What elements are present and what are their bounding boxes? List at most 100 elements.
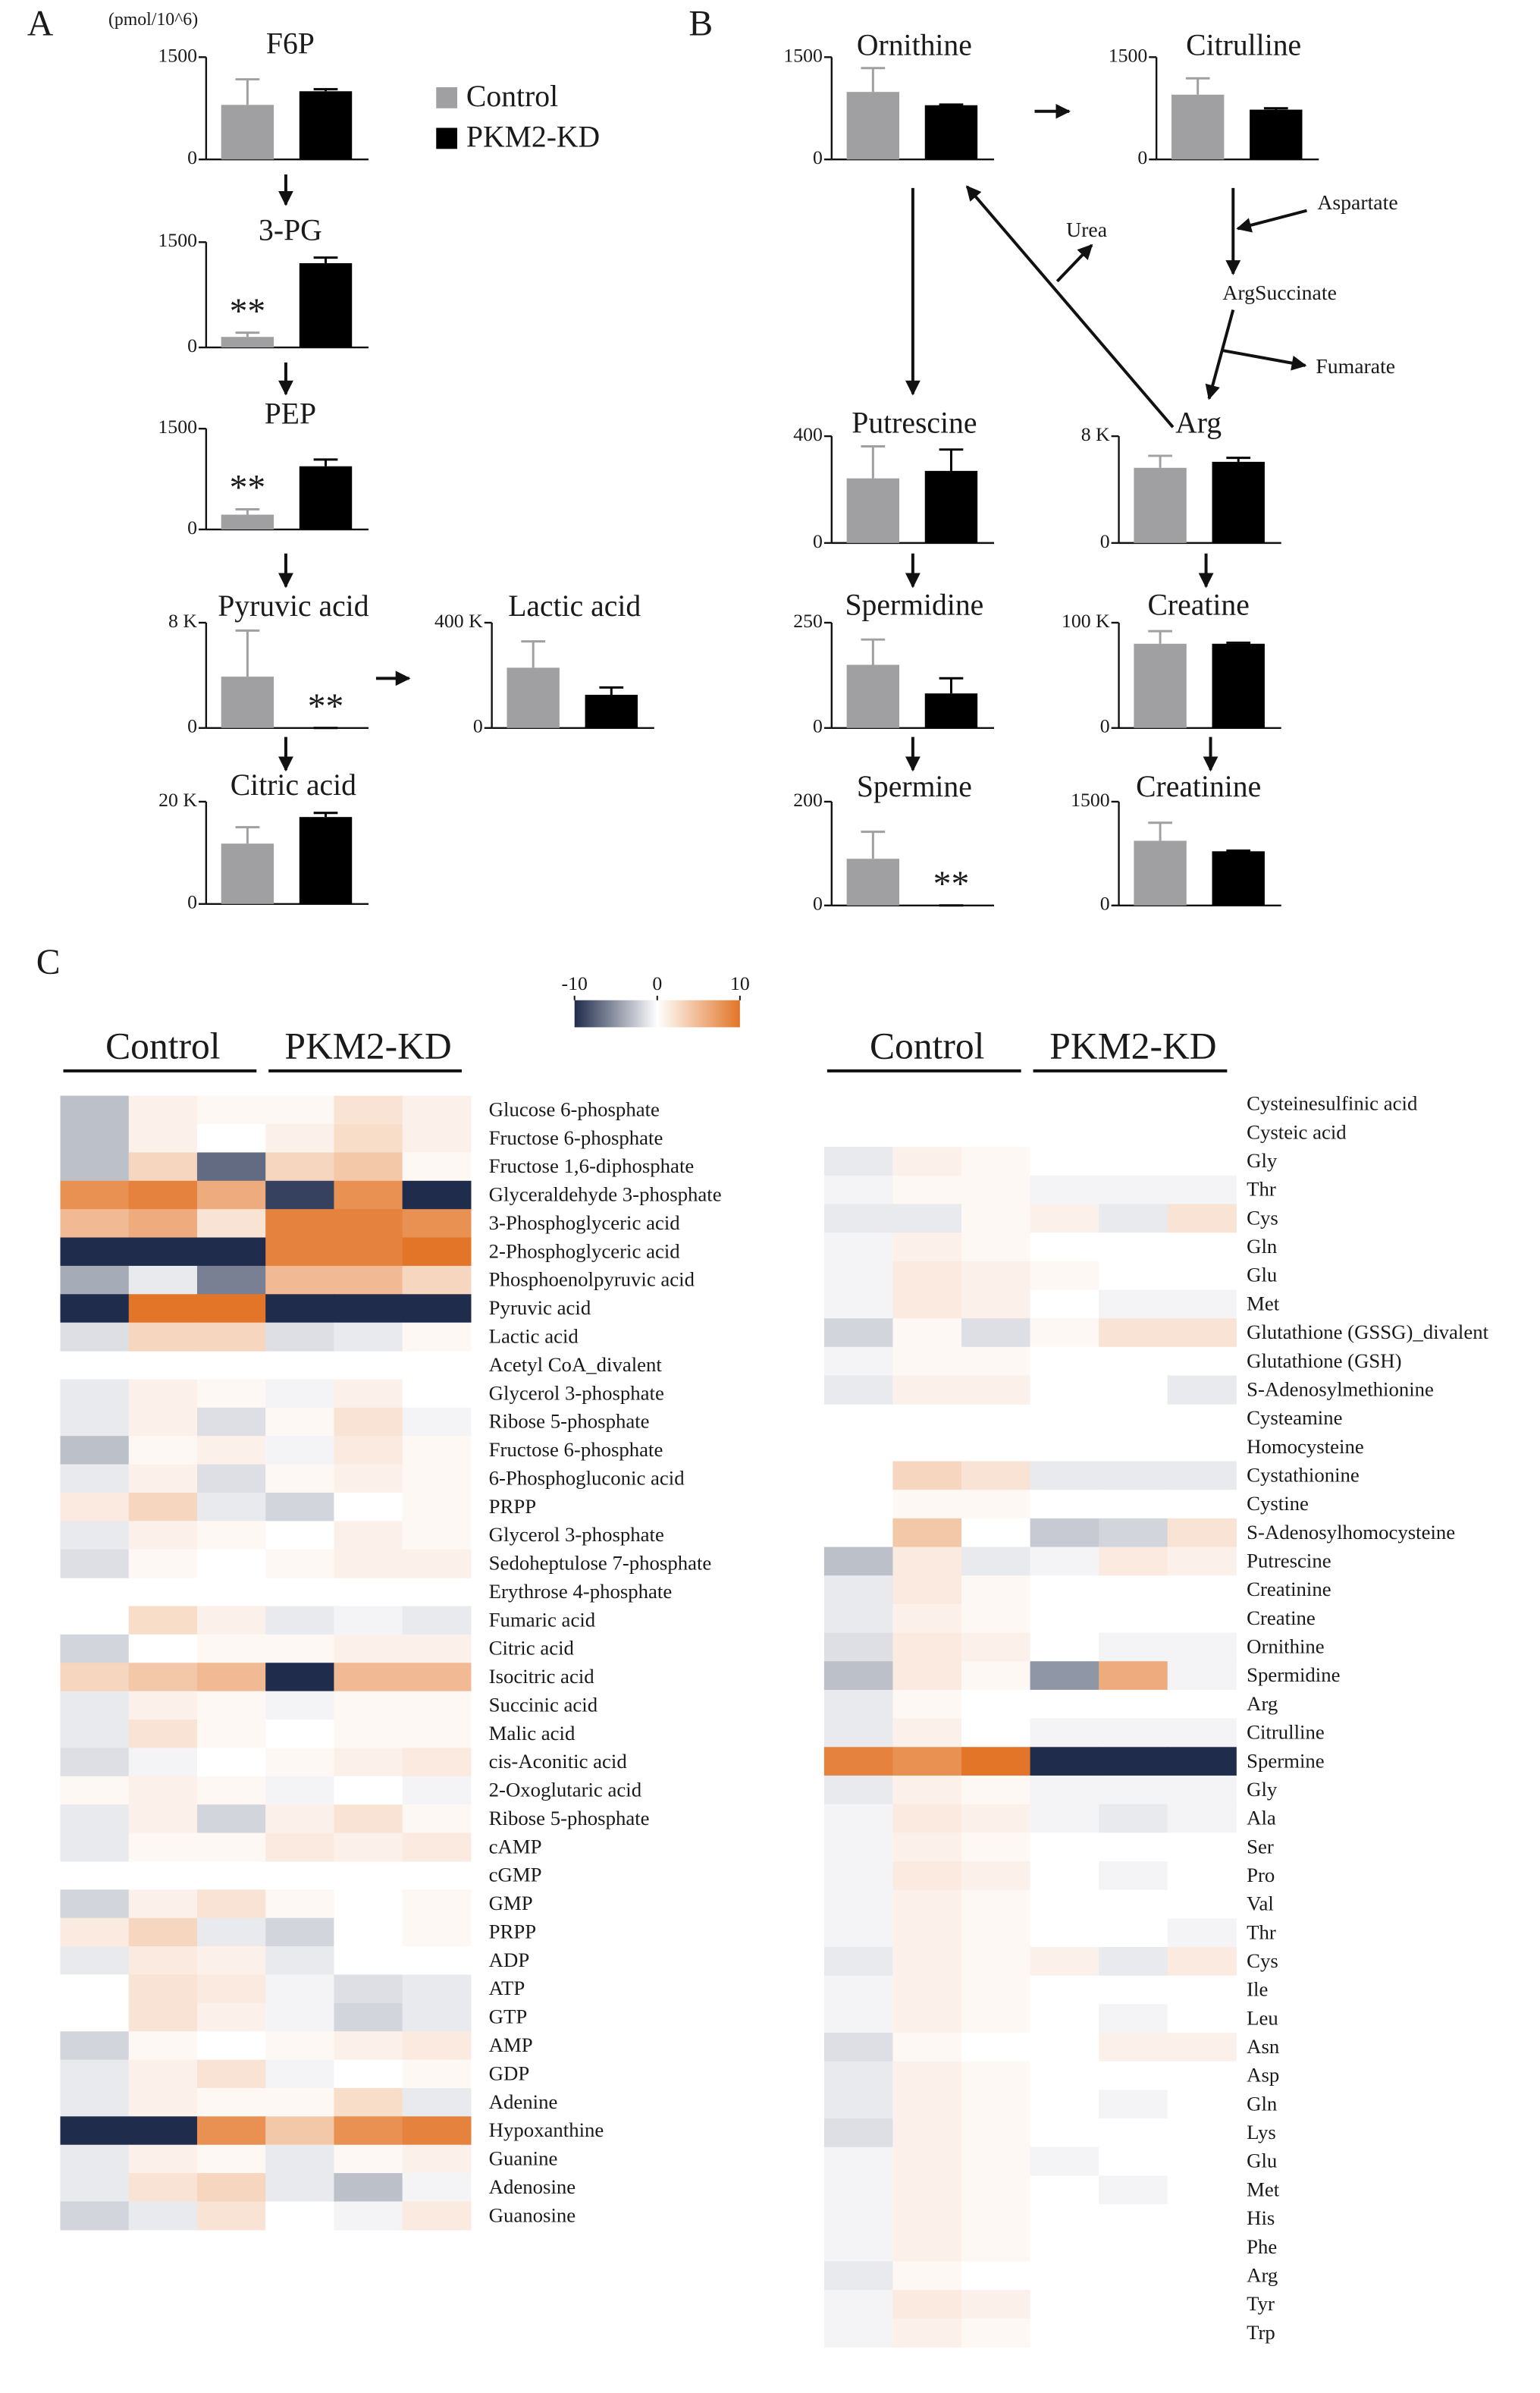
heatmap-cell [1030, 1204, 1099, 1233]
error-bar [1185, 77, 1210, 95]
heatmap-cell [1167, 1147, 1237, 1176]
row-label: S-Adenosylmethionine [1247, 1377, 1434, 1400]
heatmap-cell [1167, 1346, 1237, 1377]
heatmap-cell [128, 1691, 198, 1720]
row-label: Spermidine [1247, 1663, 1340, 1686]
heatmap-cell [892, 2204, 962, 2234]
heatmap-cell [961, 2232, 1031, 2263]
heatmap-cell [961, 2033, 1031, 2062]
heatmap-cell [1030, 2318, 1099, 2348]
heatmap-cell [334, 1095, 403, 1125]
bar [1212, 851, 1265, 906]
heatmap-cell [823, 2261, 894, 2291]
heatmap-cell [334, 1719, 403, 1748]
heatmap-cell [128, 2116, 198, 2146]
column-group-label: PKM2-KD [284, 1025, 451, 1067]
heatmap-cell [892, 1346, 962, 1377]
heatmap-cell [892, 2261, 962, 2291]
chart-title: Creatinine [1136, 770, 1261, 803]
heatmap-cell [1030, 1804, 1099, 1833]
heatmap-cell [892, 1947, 962, 1977]
heatmap-cell [265, 2116, 335, 2146]
heatmap-cell [1167, 1175, 1237, 1205]
heatmap-cell [402, 1124, 472, 1153]
heatmap-cell [892, 1518, 962, 1548]
heatmap-cell [265, 1237, 335, 1267]
heatmap-cell [265, 2144, 335, 2174]
heatmap-cell [265, 1974, 335, 2004]
bar [1134, 840, 1187, 906]
bar [221, 677, 274, 728]
row-label: Spermine [1247, 1749, 1325, 1772]
heatmap-cell [1099, 1233, 1168, 1262]
heatmap-cell [402, 1719, 472, 1748]
heatmap-cell [1099, 1375, 1168, 1405]
error-bar [313, 88, 338, 92]
bar [846, 664, 900, 728]
heatmap-cell [128, 1663, 198, 1692]
heatmap-cell [1099, 2318, 1168, 2348]
heatmap-cell [402, 1832, 472, 1862]
heatmap-cell [128, 1748, 198, 1777]
heatmap-cell [823, 2118, 894, 2148]
heatmap-cell [1030, 1632, 1099, 1662]
y-tick-label: 400 K [434, 610, 483, 632]
heatmap-cell [1099, 1261, 1168, 1291]
heatmap-cell [961, 1689, 1031, 1719]
row-label: Cysteinesulfinic acid [1247, 1092, 1418, 1115]
heatmap-cell [334, 1889, 403, 1919]
heatmap-cell [1167, 1518, 1237, 1548]
error-bar [1226, 641, 1251, 644]
column-group-label: Control [870, 1025, 984, 1067]
heatmap-cell [402, 1095, 472, 1125]
heatmap-cell [128, 1946, 198, 1976]
row-label: Ile [1247, 1978, 1268, 2001]
heatmap-cell [961, 2118, 1031, 2148]
heatmap-cell [1030, 1289, 1099, 1319]
heatmap-cell [892, 1461, 962, 1490]
heatmap-cell [402, 1606, 472, 1635]
heatmap-cell [1030, 1975, 1099, 2005]
heatmap-cell [892, 2232, 962, 2263]
heatmap-cell [1167, 2232, 1237, 2263]
heatmap-cell [1167, 1975, 1237, 2005]
heatmap-cell [1167, 1318, 1237, 1348]
bar [1134, 467, 1187, 543]
heatmap-cell [892, 1861, 962, 1891]
heatmap-cell [60, 1152, 130, 1182]
heatmap-cell [1167, 1718, 1237, 1748]
heatmap-cell [1167, 1461, 1237, 1490]
heatmap-cell [334, 2201, 403, 2231]
heatmap-cell [1030, 1947, 1099, 1977]
heatmap-cell [1099, 1804, 1168, 1833]
heatmap-cell [402, 1946, 472, 1976]
heatmap-cell [60, 2116, 130, 2146]
heatmap-cell [265, 1606, 335, 1635]
chart-title: Ornithine [857, 29, 972, 62]
error-bar [1226, 457, 1251, 462]
row-label: 3-Phosphoglyceric acid [489, 1211, 681, 1234]
heatmap-cell [128, 2059, 198, 2089]
heatmap-cell [60, 1634, 130, 1663]
colorbar-tick-label: 10 [730, 972, 750, 994]
error-bar [939, 448, 964, 471]
heatmap-cell [402, 1464, 472, 1493]
heatmap-cell [1167, 2290, 1237, 2319]
heatmap-cell [60, 1974, 130, 2004]
legend-label: Control [466, 80, 558, 113]
heatmap-cell [265, 1917, 335, 1947]
bar [299, 817, 353, 904]
heatmap-cell [961, 1718, 1031, 1748]
heatmap-cell [265, 1180, 335, 1210]
heatmap-cell [823, 2290, 894, 2319]
chart-title: Spermidine [845, 588, 983, 621]
heatmap-cell [892, 2146, 962, 2177]
row-label: PRPP [489, 1920, 537, 1942]
heatmap-cell [60, 2201, 130, 2231]
row-label: PRPP [489, 1495, 537, 1518]
heatmap-cell [402, 2144, 472, 2174]
row-label: Ser [1247, 1835, 1274, 1858]
chart-title: Lactic acid [508, 589, 641, 623]
pathway-label: Fumarate [1316, 355, 1395, 378]
heatmap-cell [402, 2116, 472, 2146]
